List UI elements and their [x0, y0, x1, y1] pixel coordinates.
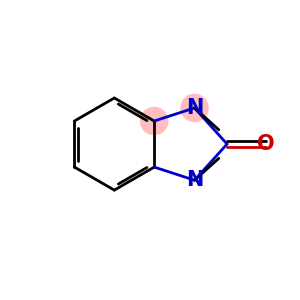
Circle shape [180, 94, 209, 122]
Circle shape [140, 107, 169, 135]
Text: N: N [186, 170, 203, 190]
Text: N: N [186, 98, 203, 118]
Text: O: O [257, 134, 274, 154]
